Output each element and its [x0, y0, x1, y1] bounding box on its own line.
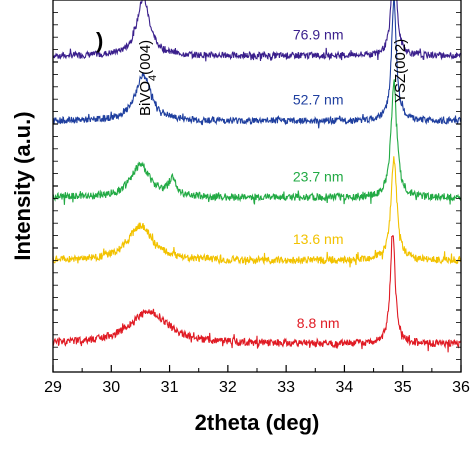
series-label: 23.7 nm: [293, 168, 344, 184]
x-tick-label: 33: [277, 379, 295, 396]
series-layer: 76.9 nm 52.7 nm 23.7 nm 13.6 nm 8.8 nm: [52, 0, 462, 353]
x-tick-label: 31: [161, 379, 179, 396]
annotation-bivo4-004: BiVO4(004): [137, 40, 159, 116]
x-tick-label: 29: [44, 379, 62, 396]
x-tick-label: 36: [452, 379, 470, 396]
series-line-76_9-nm: [52, 0, 462, 62]
series-label: 13.6 nm: [293, 231, 344, 247]
x-tick-label: 30: [102, 379, 120, 396]
series-label: 76.9 nm: [293, 27, 344, 43]
x-axis-label: 2theta (deg): [195, 410, 320, 435]
annotation-ysz-002: YSZ(002): [392, 39, 409, 103]
series-label: 8.8 nm: [297, 315, 340, 331]
x-tick-label: 35: [394, 379, 412, 396]
y-axis-label: Intensity (a.u.): [10, 111, 35, 260]
panel-mark: ): [96, 28, 103, 53]
x-tick-label: 32: [219, 379, 237, 396]
series-line-8_8-nm: [52, 234, 462, 353]
series-line-52_7-nm: [52, 0, 462, 129]
axis-layer: 29 30 31 32 33 34 35 36: [44, 11, 470, 396]
series-line-13_6-nm: [52, 156, 462, 268]
x-tick-label: 34: [336, 379, 354, 396]
series-line-23_7-nm: [52, 79, 462, 205]
series-label: 52.7 nm: [293, 92, 344, 108]
